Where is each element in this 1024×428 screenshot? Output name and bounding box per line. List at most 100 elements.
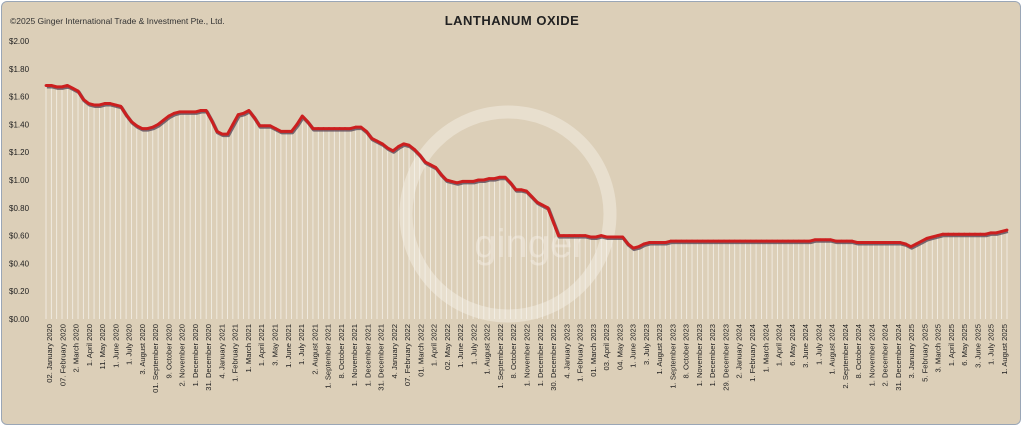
- x-tick-label: 1. September 2022: [496, 324, 505, 389]
- data-point: [402, 142, 406, 146]
- x-tick-label: 2. September 2024: [841, 324, 850, 389]
- x-tick-label: 07. February 2022: [403, 324, 412, 386]
- data-point: [685, 239, 689, 243]
- x-tick-label: 1. June 2022: [456, 324, 465, 368]
- x-tick-label: 1. February 2024: [748, 324, 757, 382]
- data-point: [503, 175, 507, 179]
- data-point: [375, 139, 379, 143]
- x-tick-label: 1. April 2024: [775, 324, 784, 366]
- data-point: [551, 220, 555, 224]
- data-point: [146, 127, 149, 130]
- x-tick-label: 01. March 2023: [589, 324, 598, 377]
- data-point: [904, 242, 907, 246]
- data-point: [546, 206, 550, 210]
- data-point: [994, 231, 998, 235]
- data-point: [690, 239, 694, 243]
- data-point: [493, 177, 496, 181]
- data-point: [962, 232, 966, 236]
- data-point: [445, 178, 448, 182]
- data-point: [482, 178, 486, 182]
- data-point: [925, 236, 929, 240]
- x-tick-label: 31. December 2024: [894, 324, 903, 391]
- x-tick-label: 3. January 2025: [907, 324, 916, 378]
- data-point: [519, 188, 523, 192]
- x-axis: 02. January 2020 07. February 2020 2. Marc…: [45, 324, 1009, 393]
- y-tick-label: $0.20: [9, 287, 30, 296]
- data-point: [679, 239, 683, 243]
- data-point: [461, 179, 464, 183]
- data-point: [348, 127, 352, 130]
- data-point: [274, 127, 277, 130]
- data-point: [594, 235, 598, 239]
- x-tick-label: 31. December 2021: [377, 324, 386, 391]
- y-tick-label: $1.80: [9, 65, 30, 74]
- drop-lines: [45, 85, 1008, 319]
- series-lanthanum-oxide: [44, 83, 1009, 252]
- x-tick-label: 4. January 2023: [562, 324, 571, 378]
- data-point: [984, 232, 988, 236]
- data-point: [663, 241, 667, 244]
- data-point: [210, 118, 213, 122]
- data-point: [236, 113, 240, 117]
- data-point: [439, 173, 443, 176]
- data-point: [802, 239, 806, 243]
- data-point: [957, 232, 961, 236]
- data-point: [124, 113, 128, 117]
- data-point: [706, 239, 710, 243]
- data-point: [370, 136, 374, 140]
- x-tick-label: 9. October 2020: [164, 324, 173, 378]
- data-point: [797, 239, 801, 243]
- data-point: [621, 235, 624, 239]
- x-tick-label: 2. January 2024: [735, 324, 744, 378]
- data-point: [290, 129, 293, 133]
- data-point: [717, 239, 721, 243]
- watermark-text: ginger: [474, 222, 585, 266]
- data-point: [882, 241, 886, 244]
- data-point: [162, 118, 165, 122]
- x-tick-label: 31. December 2020: [204, 324, 213, 391]
- data-point: [242, 111, 245, 115]
- x-tick-label: 2. March 2020: [72, 324, 81, 373]
- data-point: [861, 241, 865, 244]
- data-point: [525, 189, 528, 193]
- data-point: [760, 239, 763, 243]
- data-point: [733, 239, 737, 243]
- data-point: [722, 239, 726, 243]
- data-point: [60, 85, 64, 89]
- x-tick-label: 07. February 2020: [58, 324, 67, 386]
- data-point: [92, 103, 96, 107]
- data-point: [914, 242, 918, 246]
- data-point: [647, 241, 651, 244]
- y-tick-label: $1.40: [9, 120, 30, 129]
- data-point: [194, 110, 197, 114]
- data-point: [909, 245, 913, 249]
- data-point: [151, 125, 155, 129]
- data-point: [386, 146, 390, 150]
- data-point: [653, 241, 657, 244]
- data-point: [354, 125, 358, 129]
- data-point: [258, 124, 261, 128]
- data-point: [396, 145, 400, 149]
- data-point: [215, 129, 219, 133]
- data-point: [87, 102, 91, 105]
- x-tick-label: 1. July 2021: [297, 324, 306, 365]
- data-point: [578, 234, 582, 238]
- data-point: [589, 235, 592, 239]
- data-point: [316, 127, 320, 130]
- data-point: [71, 86, 75, 90]
- data-point: [327, 127, 331, 130]
- data-point: [765, 239, 769, 243]
- data-point: [338, 127, 342, 130]
- data-point: [119, 104, 123, 108]
- data-point: [156, 123, 160, 126]
- x-tick-label: 3. May 2021: [270, 324, 279, 366]
- x-tick-label: 1. February 2021: [231, 324, 240, 382]
- x-tick-label: 3. June 2025: [973, 324, 982, 368]
- x-tick-label: 1. August 2024: [828, 324, 837, 375]
- data-point: [391, 149, 395, 153]
- x-tick-label: 1. February 2023: [576, 324, 585, 382]
- x-tick-label: 8. October 2022: [509, 324, 518, 378]
- x-tick-label: 1. April 2020: [85, 324, 94, 366]
- x-tick-label: 03. April 2023: [602, 324, 611, 370]
